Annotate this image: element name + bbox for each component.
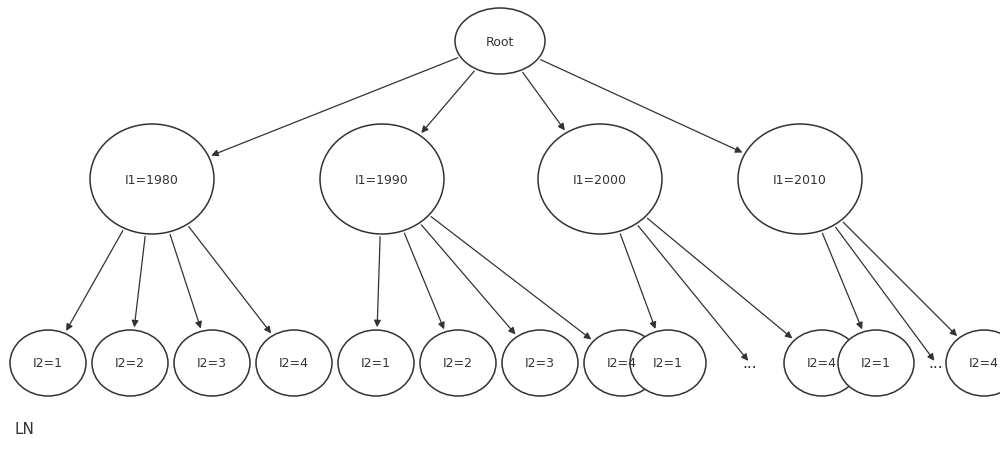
Ellipse shape (320, 125, 444, 235)
Text: I2=4: I2=4 (807, 357, 837, 370)
Text: I2=1: I2=1 (861, 357, 891, 370)
Ellipse shape (90, 125, 214, 235)
Ellipse shape (630, 330, 706, 396)
Text: I2=1: I2=1 (653, 357, 683, 370)
Ellipse shape (338, 330, 414, 396)
Text: I1=2000: I1=2000 (573, 173, 627, 186)
Text: I2=2: I2=2 (443, 357, 473, 370)
Ellipse shape (838, 330, 914, 396)
Ellipse shape (538, 125, 662, 235)
Text: I2=1: I2=1 (361, 357, 391, 370)
Text: I2=3: I2=3 (525, 357, 555, 370)
Text: I2=1: I2=1 (33, 357, 63, 370)
Ellipse shape (174, 330, 250, 396)
Text: ...: ... (929, 356, 943, 371)
Text: ...: ... (743, 356, 757, 371)
Ellipse shape (92, 330, 168, 396)
Ellipse shape (502, 330, 578, 396)
Ellipse shape (584, 330, 660, 396)
Text: I1=2010: I1=2010 (773, 173, 827, 186)
Ellipse shape (738, 125, 862, 235)
Text: I2=4: I2=4 (279, 357, 309, 370)
Ellipse shape (420, 330, 496, 396)
Text: I2=3: I2=3 (197, 357, 227, 370)
Ellipse shape (455, 9, 545, 75)
Text: I2=2: I2=2 (115, 357, 145, 370)
Text: I1=1980: I1=1980 (125, 173, 179, 186)
Ellipse shape (784, 330, 860, 396)
Text: Root: Root (486, 36, 514, 48)
Text: I2=4: I2=4 (969, 357, 999, 370)
Ellipse shape (946, 330, 1000, 396)
Text: I2=4: I2=4 (607, 357, 637, 370)
Text: I1=1990: I1=1990 (355, 173, 409, 186)
Ellipse shape (10, 330, 86, 396)
Text: LN: LN (15, 422, 35, 437)
Ellipse shape (256, 330, 332, 396)
